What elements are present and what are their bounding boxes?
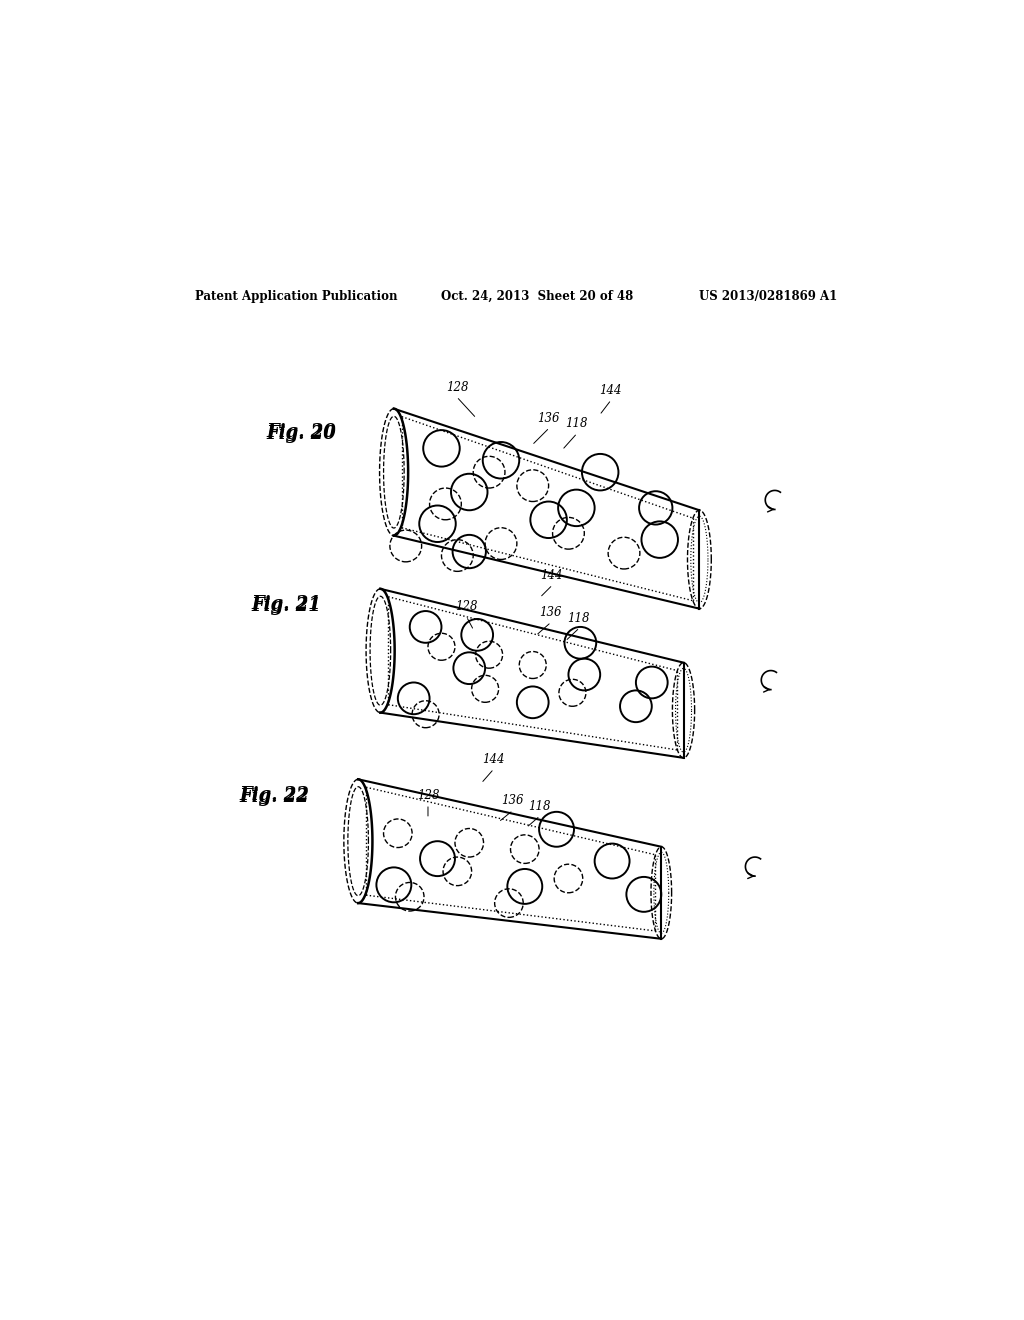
Text: 128: 128 (446, 380, 469, 393)
Text: 118: 118 (565, 417, 588, 430)
Text: 118: 118 (567, 611, 590, 624)
Text: Fig. 22: Fig. 22 (240, 788, 309, 805)
Text: Fig. 22: Fig. 22 (240, 785, 309, 804)
Text: 144: 144 (482, 752, 504, 766)
Text: 144: 144 (599, 384, 622, 397)
Text: 128: 128 (417, 788, 439, 801)
Text: Fig. 20: Fig. 20 (267, 424, 337, 441)
Text: 128: 128 (456, 601, 478, 614)
Text: 136: 136 (501, 795, 523, 807)
Text: Fig. 21: Fig. 21 (251, 597, 321, 615)
Text: US 2013/0281869 A1: US 2013/0281869 A1 (699, 290, 838, 304)
Text: 136: 136 (538, 412, 560, 425)
Text: Fig. 20: Fig. 20 (267, 425, 337, 442)
Text: 144: 144 (541, 569, 563, 582)
Text: 118: 118 (527, 800, 550, 813)
Text: Fig. 21: Fig. 21 (251, 595, 321, 614)
Text: 136: 136 (539, 606, 561, 619)
Text: Oct. 24, 2013  Sheet 20 of 48: Oct. 24, 2013 Sheet 20 of 48 (441, 290, 634, 304)
Text: Patent Application Publication: Patent Application Publication (196, 290, 398, 304)
